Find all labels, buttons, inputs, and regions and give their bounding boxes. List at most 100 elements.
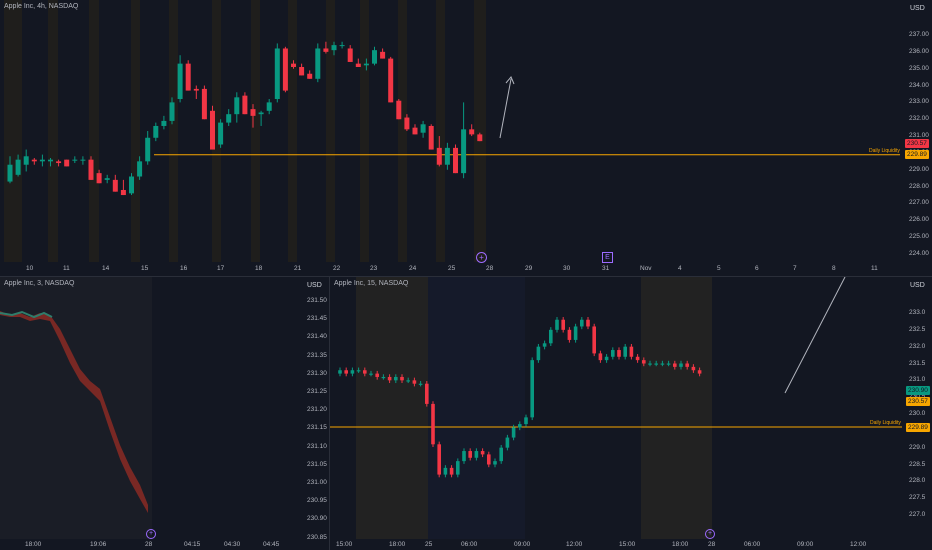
top-candle-body xyxy=(307,73,313,79)
top-price-tick: 227.00 xyxy=(909,199,929,207)
top-session-stripe xyxy=(89,0,99,262)
top-candle-body xyxy=(436,147,442,165)
vertical-pane-divider[interactable] xyxy=(329,277,330,550)
br-candle-body xyxy=(648,363,652,365)
top-price-tick: 229.00 xyxy=(909,165,929,173)
bottom-right-chart-canvas[interactable] xyxy=(330,277,932,550)
top-candle-body xyxy=(137,161,143,177)
br-candle-body xyxy=(561,319,565,330)
br-candle-body xyxy=(338,370,342,374)
bottom-right-event-marker[interactable]: + xyxy=(705,529,715,539)
top-last-price-tag: 230.57 xyxy=(905,139,929,148)
br-candle-body xyxy=(468,451,472,458)
top-candle-body xyxy=(218,122,224,145)
bottom-right-chart-pane[interactable]: Apple Inc, 15, NASDAQ USD 233.0 232.5 232.… xyxy=(330,277,932,550)
br-candle-body xyxy=(456,461,460,475)
br-candle-body xyxy=(635,356,640,361)
br-candle-body xyxy=(406,380,410,382)
top-time-tick: 14 xyxy=(102,265,110,272)
top-price-tick: 236.00 xyxy=(909,47,929,55)
bl-price-tick: 230.85 xyxy=(307,533,327,541)
top-candle-body xyxy=(404,117,410,130)
top-candle-body xyxy=(380,51,386,59)
br-candle-body xyxy=(493,461,497,465)
br-candle-body xyxy=(369,373,373,375)
top-price-axis-bg xyxy=(900,0,932,276)
top-session-stripe xyxy=(48,0,58,262)
top-candle-body xyxy=(88,159,94,180)
top-candle-body xyxy=(388,58,394,103)
top-price-tick: 232.00 xyxy=(909,115,929,123)
top-time-tick: 21 xyxy=(294,265,302,272)
top-chart-canvas[interactable] xyxy=(0,0,932,276)
br-candle-body xyxy=(443,467,448,475)
br-projection-line[interactable] xyxy=(784,277,846,394)
bottom-left-event-marker[interactable]: + xyxy=(146,529,156,539)
top-event-marker-plus[interactable]: + xyxy=(476,252,487,263)
top-candle-body xyxy=(347,48,353,62)
br-candle-body xyxy=(425,383,429,404)
br-candle-body xyxy=(549,329,553,344)
br-price-tick: 231.0 xyxy=(909,376,926,384)
bl-price-tick: 231.30 xyxy=(307,369,327,377)
br-candle-body xyxy=(654,363,658,365)
br-candle-body xyxy=(431,403,435,445)
br-candle-body xyxy=(505,437,510,448)
top-price-tick: 231.00 xyxy=(909,132,929,140)
bottom-left-chart-canvas[interactable] xyxy=(0,277,329,550)
bottom-right-chart-title: Apple Inc, 15, NASDAQ xyxy=(334,280,409,287)
bl-price-tick: 230.90 xyxy=(307,515,327,523)
top-projection-arrow[interactable] xyxy=(499,78,512,139)
br-candle-body xyxy=(536,346,541,361)
top-time-tick: 18 xyxy=(255,265,263,272)
br-session-shade xyxy=(356,277,428,539)
top-session-stripe xyxy=(4,0,22,262)
top-projection-arrowhead xyxy=(505,76,515,85)
top-price-tick: 225.00 xyxy=(909,233,929,241)
top-session-stripe xyxy=(474,0,486,262)
top-time-tick: 22 xyxy=(333,265,341,272)
br-candle-body xyxy=(555,319,559,330)
top-candle-body xyxy=(234,97,240,115)
top-candle-body xyxy=(56,161,62,164)
top-candle-body xyxy=(169,102,175,121)
bl-price-tick: 231.00 xyxy=(307,479,327,486)
top-candle-body xyxy=(242,95,248,115)
br-time-tick: 25 xyxy=(425,541,433,548)
br-candle-body xyxy=(573,326,578,340)
br-time-tick: 12:00 xyxy=(566,541,583,548)
br-candle-body xyxy=(474,451,479,458)
top-candle-body xyxy=(258,112,264,115)
bottom-right-currency-label[interactable]: USD xyxy=(910,282,925,289)
bottom-left-chart-pane[interactable]: Apple Inc, 3, NASDAQ 231.50 231.45 231.40 2… xyxy=(0,277,329,550)
top-currency-label[interactable]: USD xyxy=(910,5,925,12)
top-candle-body xyxy=(323,48,329,52)
top-candle-body xyxy=(331,45,337,51)
top-time-tick: 16 xyxy=(180,265,188,272)
top-candle-body xyxy=(96,173,102,184)
top-price-tick: 228.00 xyxy=(909,182,929,190)
bottom-left-currency-label[interactable]: USD xyxy=(307,282,322,289)
top-liquidity-label: Daily Liquidity xyxy=(869,148,900,154)
top-time-tick: 7 xyxy=(793,265,797,272)
top-candle-body xyxy=(210,110,215,150)
br-candle-body xyxy=(462,451,466,462)
br-candle-body xyxy=(394,376,398,381)
br-candle-body xyxy=(418,383,423,385)
horizontal-pane-divider[interactable] xyxy=(0,276,932,277)
br-candle-body xyxy=(629,346,634,357)
top-candle-body xyxy=(177,63,183,100)
top-time-tick: 29 xyxy=(525,265,533,272)
top-event-marker-earnings[interactable]: E xyxy=(602,252,613,263)
top-candle-body xyxy=(250,109,256,116)
br-candle-body xyxy=(660,363,665,365)
top-time-tick: 17 xyxy=(217,265,225,272)
top-chart-pane[interactable]: Apple Inc, 4h, NASDAQ USD 237.00 236.00 23… xyxy=(0,0,932,276)
top-candle-body xyxy=(363,63,369,66)
br-candle-body xyxy=(344,370,348,374)
br-candle-body xyxy=(592,326,596,354)
br-time-tick: 06:00 xyxy=(461,541,478,548)
top-time-tick: 28 xyxy=(486,265,494,272)
top-time-tick: 4 xyxy=(678,265,682,272)
br-price-tick: 230.0 xyxy=(909,410,926,417)
